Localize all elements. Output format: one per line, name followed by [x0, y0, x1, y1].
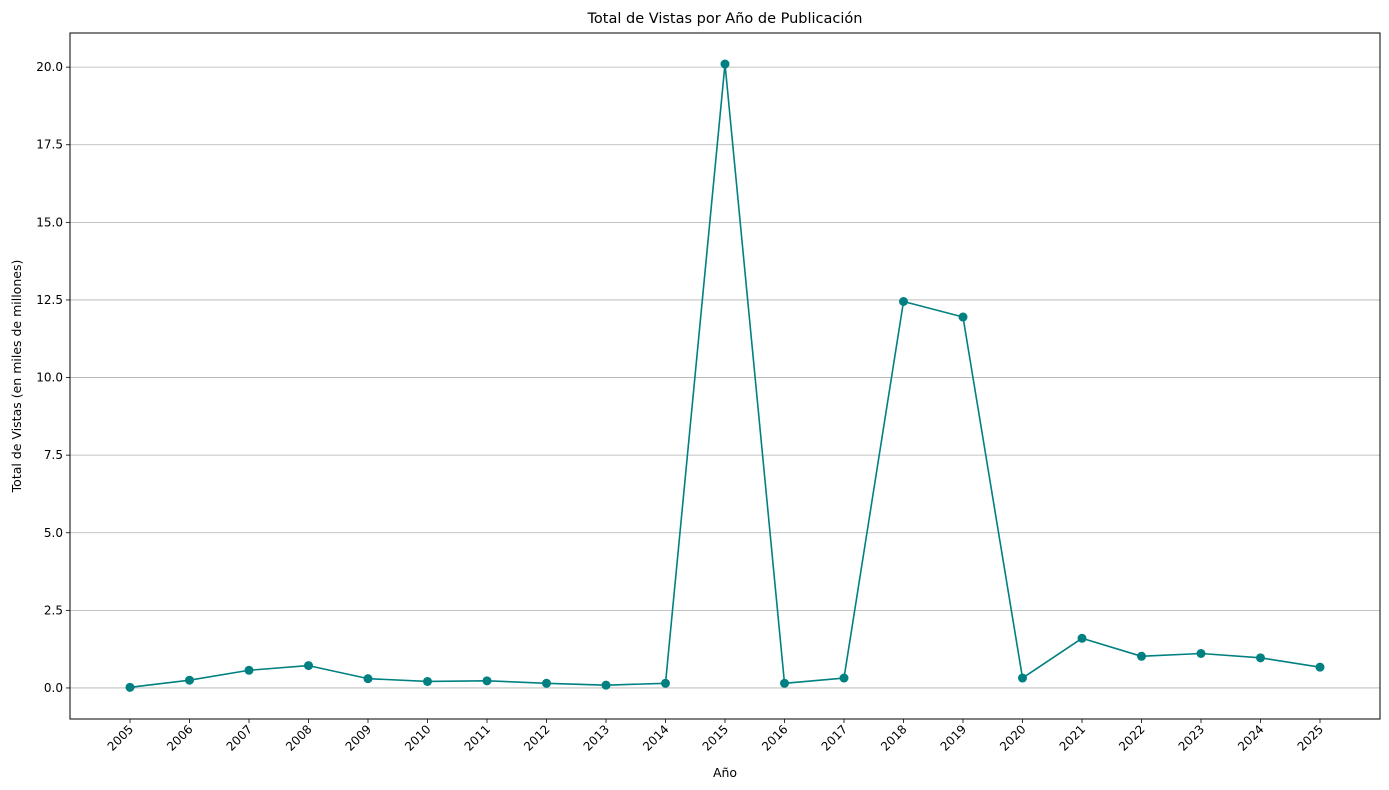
y-tick-label: 17.5 [36, 138, 63, 152]
y-tick-label: 10.0 [36, 371, 63, 385]
series-layer [125, 59, 1325, 692]
y-axis-label: Total de Vistas (en miles de millones) [9, 260, 24, 494]
data-point [125, 682, 135, 692]
data-point [304, 661, 313, 671]
x-axis-label: Año [713, 765, 737, 780]
data-point [1256, 653, 1265, 663]
y-tick-label: 12.5 [36, 293, 63, 307]
data-point [958, 312, 968, 322]
data-point [1315, 662, 1325, 672]
data-point [1018, 673, 1027, 683]
data-point [1077, 633, 1087, 643]
data-point [661, 678, 670, 688]
y-tick-label: 15.0 [36, 215, 63, 229]
data-point [542, 678, 551, 688]
chart-title: Total de Vistas por Año de Publicación [587, 11, 863, 27]
data-point [482, 676, 492, 686]
y-axis: 0.0 2.5 5.0 7.5 10.0 12.5 15.0 17.5 20.0 [36, 60, 70, 695]
y-tick-label: 20.0 [36, 60, 63, 74]
data-point [363, 674, 373, 684]
data-point [1196, 649, 1206, 659]
data-point [780, 678, 789, 688]
data-point [839, 673, 849, 683]
y-tick-label: 5.0 [44, 526, 63, 540]
y-tick-label: 7.5 [44, 448, 63, 462]
data-point [601, 680, 611, 690]
y-tick-label: 0.0 [44, 681, 63, 695]
data-point [899, 297, 908, 307]
data-point [720, 59, 730, 69]
data-point [185, 675, 194, 685]
data-point [244, 665, 254, 675]
data-point [1137, 651, 1146, 661]
data-point [423, 676, 432, 686]
y-tick-label: 2.5 [44, 603, 63, 617]
